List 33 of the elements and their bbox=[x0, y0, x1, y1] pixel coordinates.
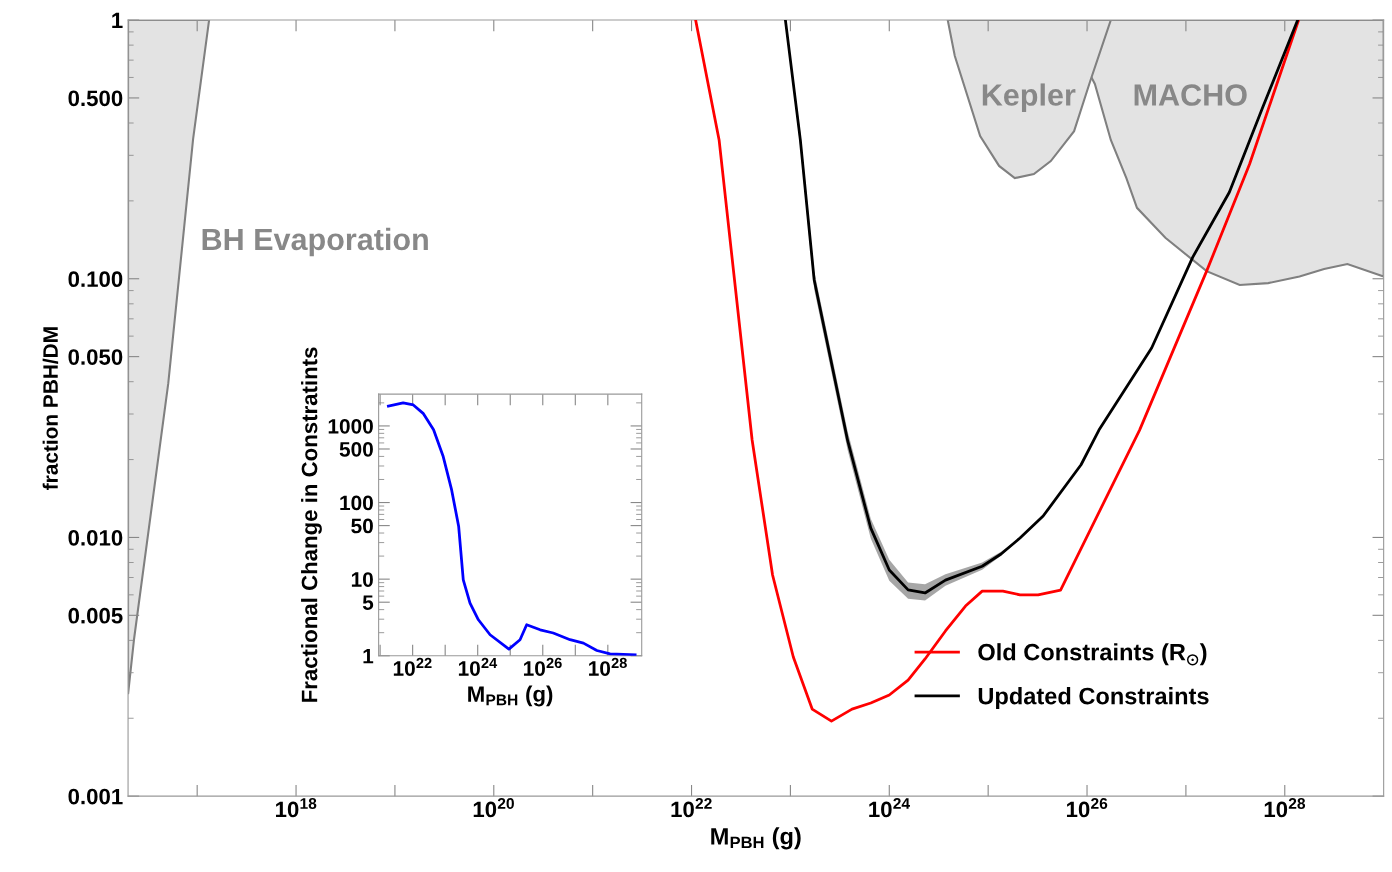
x-tick-label: 10$^{24}$ bbox=[869, 797, 910, 818]
y-axis-title: Fractional Change in Constratints bbox=[301, 347, 322, 702]
y-tick-label: 10 bbox=[351, 572, 373, 587]
y-tick-label: 0.005 bbox=[68, 607, 123, 624]
legend-label: Updated Constraints bbox=[978, 687, 1209, 710]
legend-label: Old Constraints (R$_{⊙}$) bbox=[978, 643, 1207, 666]
y-tick-label: 1 bbox=[363, 648, 374, 664]
y-tick-label: 1000 bbox=[328, 418, 373, 434]
y-tick-label: 0.050 bbox=[68, 349, 123, 365]
y-tick-label: 0.010 bbox=[68, 529, 123, 546]
x-tick-label: 10$^{26}$ bbox=[1066, 797, 1108, 818]
y-tick-label: 100 bbox=[340, 495, 373, 511]
x-tick-label: 10$^{28}$ bbox=[589, 657, 627, 676]
x-tick-label: 10$^{22}$ bbox=[393, 657, 432, 676]
x-tick-label: 10$^{26}$ bbox=[523, 657, 562, 676]
y-tick-label: 0.001 bbox=[68, 788, 123, 805]
y-tick-label: 0.500 bbox=[68, 90, 123, 107]
y-tick-label: 500 bbox=[339, 441, 373, 457]
y-tick-label: 0.100 bbox=[68, 271, 123, 288]
y-tick-label: 1 bbox=[112, 12, 123, 29]
y-tick-label: 5 bbox=[362, 595, 374, 610]
x-tick-label: 10$^{18}$ bbox=[276, 797, 317, 818]
x-tick-label: 10$^{28}$ bbox=[1264, 797, 1306, 818]
y-tick-label: 50 bbox=[351, 518, 373, 534]
x-axis-title: M$_{PBH}$ (g) bbox=[711, 827, 801, 850]
y-axis-title: fraction PBH/DM bbox=[42, 327, 59, 490]
annotation: MACHO bbox=[1134, 84, 1247, 106]
x-tick-label: 10$^{22}$ bbox=[671, 797, 712, 818]
x-tick-label: 10$^{20}$ bbox=[473, 797, 514, 818]
x-axis-title: M$_{PBH}$ (g) bbox=[468, 685, 553, 707]
x-tick-label: 10$^{24}$ bbox=[458, 657, 498, 676]
annotation: Kepler bbox=[982, 83, 1076, 112]
annotation: BH Evaporation bbox=[202, 227, 428, 257]
